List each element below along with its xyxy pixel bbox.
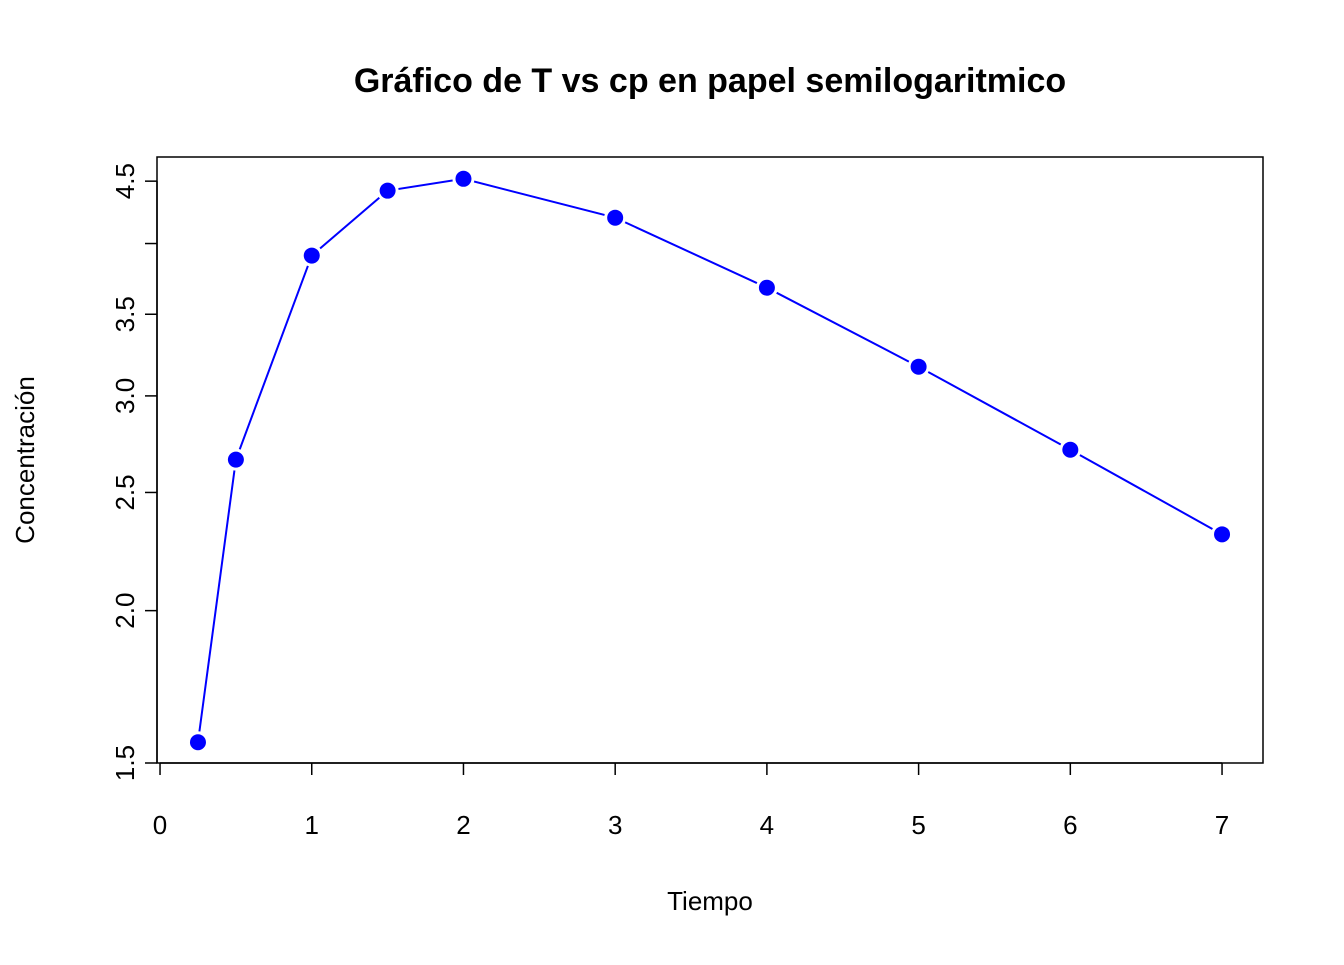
x-tick-label: 1	[305, 810, 319, 840]
y-tick-label: 3.5	[110, 296, 140, 332]
data-point	[907, 355, 930, 378]
data-point	[376, 179, 399, 202]
data-point	[452, 167, 475, 190]
y-tick-label: 2.0	[110, 593, 140, 629]
x-tick-label: 3	[608, 810, 622, 840]
x-tick-label: 0	[153, 810, 167, 840]
y-tick-label: 2.5	[110, 474, 140, 510]
chart-title: Gráfico de T vs cp en papel semilogaritm…	[354, 62, 1066, 100]
x-tick-label: 6	[1063, 810, 1077, 840]
x-axis-label: Tiempo	[667, 886, 753, 916]
x-tick-label: 2	[456, 810, 470, 840]
y-tick-label: 3.0	[110, 378, 140, 414]
y-tick-label: 4.5	[110, 163, 140, 199]
y-axis-label: Concentración	[10, 376, 40, 544]
y-tick-label: 1.5	[110, 745, 140, 781]
data-point	[186, 731, 209, 754]
plot-box	[156, 156, 1264, 764]
data-point	[224, 448, 247, 471]
data-point	[1059, 438, 1082, 461]
x-tick-label: 5	[911, 810, 925, 840]
x-tick-label: 7	[1215, 810, 1229, 840]
data-point	[755, 276, 778, 299]
series-line	[196, 177, 1223, 743]
x-tick-label: 4	[760, 810, 774, 840]
data-point	[300, 244, 323, 267]
data-point	[1211, 523, 1234, 546]
data-point	[604, 206, 627, 229]
